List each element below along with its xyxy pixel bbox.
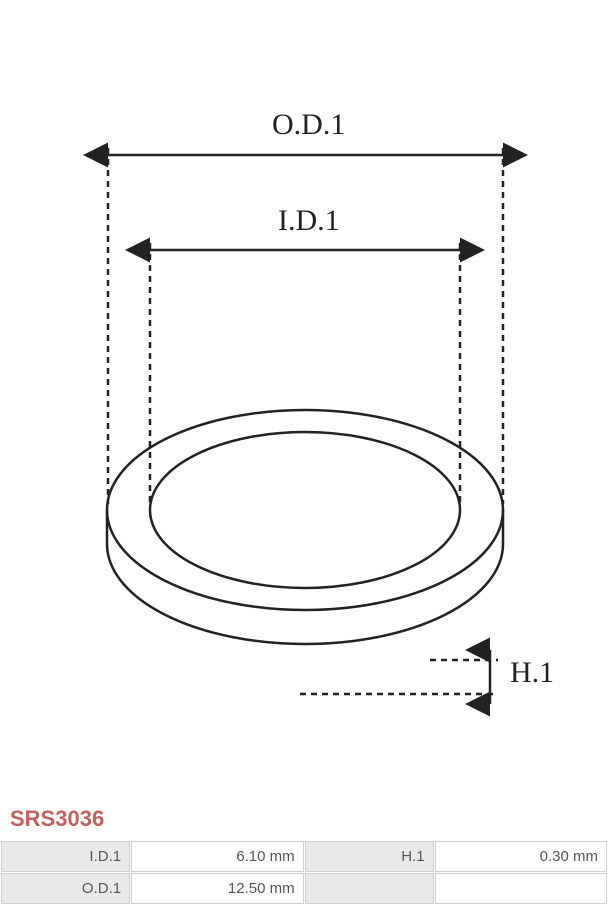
spec-value bbox=[435, 873, 607, 904]
spec-label bbox=[305, 873, 434, 904]
spec-value: 12.50 mm bbox=[131, 873, 304, 904]
part-number: SRS3036 bbox=[0, 800, 608, 840]
label-od: O.D.1 bbox=[272, 108, 345, 142]
technical-diagram: O.D.1 I.D.1 H.1 bbox=[0, 0, 608, 800]
label-h: H.1 bbox=[510, 656, 554, 690]
table-row: O.D.1 12.50 mm bbox=[1, 873, 607, 904]
spec-value: 6.10 mm bbox=[131, 841, 304, 872]
spec-label: I.D.1 bbox=[1, 841, 130, 872]
label-id: I.D.1 bbox=[278, 204, 340, 238]
table-row: I.D.1 6.10 mm H.1 0.30 mm bbox=[1, 841, 607, 872]
spec-label: O.D.1 bbox=[1, 873, 130, 904]
spec-value: 0.30 mm bbox=[435, 841, 607, 872]
spec-label: H.1 bbox=[305, 841, 434, 872]
spec-table: I.D.1 6.10 mm H.1 0.30 mm O.D.1 12.50 mm bbox=[0, 840, 608, 905]
